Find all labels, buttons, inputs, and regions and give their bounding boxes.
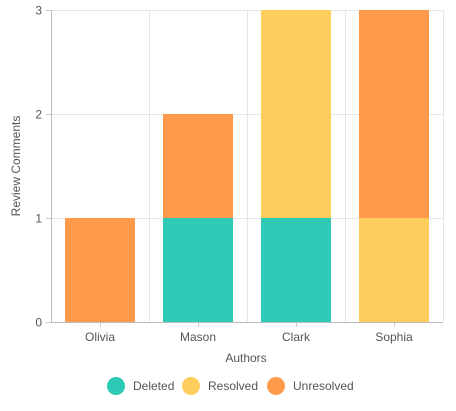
x-tick-label: Olivia — [85, 330, 115, 344]
x-tick-label: Clark — [282, 330, 311, 344]
legend-item-resolved[interactable]: Resolved — [182, 377, 258, 395]
bar-deleted-clark[interactable] — [261, 218, 331, 322]
bar-resolved-clark[interactable] — [261, 10, 331, 218]
bar-resolved-sophia[interactable] — [359, 218, 429, 322]
bar-deleted-mason[interactable] — [163, 218, 233, 322]
axes — [46, 10, 443, 327]
y-tick-label: 1 — [35, 212, 42, 226]
bars — [65, 10, 429, 322]
x-tick-label: Sophia — [375, 330, 413, 344]
legend: Deleted Resolved Unresolved — [107, 377, 354, 395]
legend-item-unresolved[interactable]: Unresolved — [267, 377, 354, 395]
x-tick-label: Mason — [180, 330, 216, 344]
y-axis-title: Review Comments — [9, 116, 23, 217]
legend-item-deleted[interactable]: Deleted — [107, 377, 174, 395]
bar-unresolved-olivia[interactable] — [65, 218, 135, 322]
y-tick-label: 2 — [35, 108, 42, 122]
bar-unresolved-sophia[interactable] — [359, 10, 429, 218]
y-tick-label: 3 — [35, 4, 42, 18]
legend-label: Deleted — [133, 379, 174, 393]
legend-label: Resolved — [208, 379, 258, 393]
y-tick-label: 0 — [35, 316, 42, 330]
legend-swatch-unresolved — [267, 377, 285, 395]
tick-labels: 0 1 2 3 Olivia Mason Clark Sophia — [35, 4, 413, 345]
legend-label: Unresolved — [293, 379, 354, 393]
legend-swatch-resolved — [182, 377, 200, 395]
x-axis-title: Authors — [225, 351, 266, 365]
bar-unresolved-mason[interactable] — [163, 114, 233, 218]
legend-swatch-deleted — [107, 377, 125, 395]
